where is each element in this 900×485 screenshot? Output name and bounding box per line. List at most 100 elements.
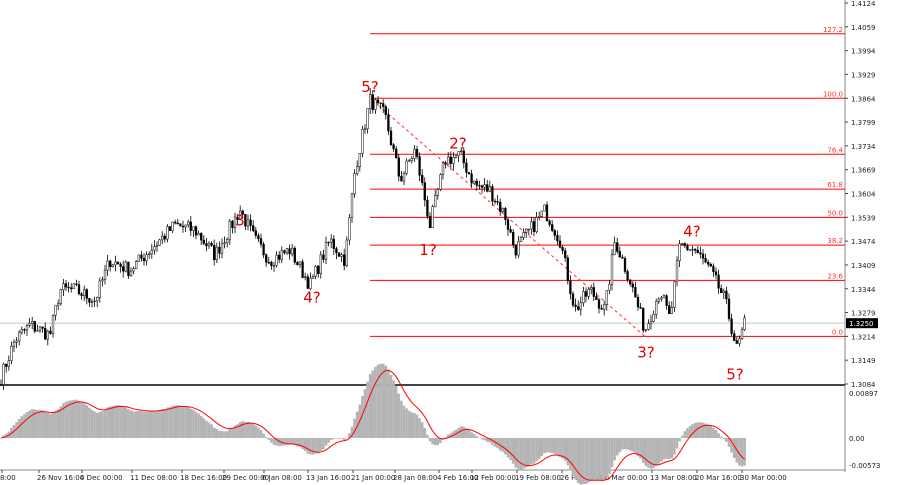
candle-body (363, 128, 367, 130)
candle-body (535, 217, 538, 232)
candle-body (389, 130, 393, 145)
candle-body (166, 226, 169, 240)
candle-body (400, 175, 403, 182)
candle-body (488, 186, 491, 192)
candle-body (634, 286, 637, 298)
candle-body (678, 243, 681, 262)
candle-body (551, 224, 554, 231)
candle-body (436, 189, 439, 196)
candle-body (730, 318, 733, 334)
candle-body (421, 175, 424, 183)
candle-body (241, 210, 244, 215)
candle-body (189, 221, 192, 231)
candle-body (330, 238, 333, 243)
candle-body (59, 289, 62, 304)
candle-body (337, 252, 341, 257)
candle-body (577, 306, 580, 310)
y-tick-label: 1.4059 (851, 24, 876, 32)
fib-level-label: 38.2 (827, 237, 843, 245)
candle-body (51, 314, 55, 334)
candle-body (44, 328, 47, 340)
candle-body (192, 226, 195, 231)
x-tick-label: 13 Mar 08:00 (650, 474, 697, 482)
candle-body (379, 102, 382, 104)
candle-body (317, 266, 320, 274)
fib-level-label: 50.0 (827, 209, 843, 217)
x-tick-label: 20 Mar 16:00 (695, 474, 742, 482)
candle-body (298, 261, 302, 266)
candle-body (686, 245, 689, 250)
y-tick-label: 1.3084 (851, 381, 876, 389)
candle-body (356, 166, 359, 174)
candle-body (655, 301, 658, 315)
candle-body (254, 230, 257, 236)
candle-body (707, 261, 710, 265)
candle-body (371, 94, 374, 110)
candle-body (163, 235, 166, 240)
candle-body (569, 280, 572, 295)
candle-body (369, 94, 372, 109)
candle-body (441, 162, 445, 175)
candle-body (70, 287, 73, 289)
candle-body (280, 250, 283, 260)
candle-body (213, 245, 216, 260)
x-tick-label: 12 Feb 00:00 (470, 474, 516, 482)
candle-body (119, 263, 122, 267)
candle-body (413, 149, 416, 159)
candle-body (600, 308, 603, 310)
x-tick-label: 21 Jan 00:00 (351, 474, 395, 482)
candle-body (566, 257, 569, 282)
candle-body (259, 238, 263, 245)
y-tick-label: 1.3409 (851, 262, 876, 270)
candle-body (10, 346, 13, 362)
candle-body (548, 220, 551, 225)
candle-body (514, 244, 517, 256)
candle-body (25, 325, 29, 331)
candle-body (647, 323, 650, 330)
candle-body (668, 305, 671, 314)
candle-body (288, 248, 291, 255)
wave-label: 5? (726, 365, 744, 383)
y-tick-label: 1.4124 (851, 0, 876, 8)
candle-body (278, 254, 281, 260)
candle-body (454, 155, 458, 158)
osc-tick-label: 0.00897 (849, 390, 878, 398)
y-tick-label: 1.3279 (851, 310, 876, 318)
x-tick-label: 4 Feb 16:00 (437, 474, 478, 482)
candle-body (603, 304, 606, 310)
fib-level-label: 127.2 (823, 26, 843, 34)
candle-body (150, 249, 153, 255)
candle-body (46, 330, 49, 340)
wave-label: 4? (303, 289, 321, 307)
candle-body (109, 260, 112, 267)
fib-level-label: 0.0 (832, 328, 843, 336)
candle-body (597, 299, 601, 309)
candle-body (137, 254, 140, 262)
candle-body (720, 287, 723, 293)
candle-body (244, 213, 247, 227)
x-tick-label: 28 Jan 08:00 (393, 474, 437, 482)
candle-body (153, 246, 156, 251)
candle-body (106, 260, 109, 271)
candle-body (168, 226, 172, 231)
candle-body (397, 157, 400, 177)
candle-body (558, 240, 562, 248)
candle-body (540, 210, 543, 217)
candle-body (83, 289, 86, 296)
candle-body (527, 228, 530, 231)
x-tick-label: 6 Jan 08:00 (262, 474, 302, 482)
candle-body (639, 306, 642, 309)
candle-body (28, 323, 31, 326)
candle-body (582, 291, 585, 304)
candle-body (618, 251, 621, 258)
candle-body (340, 254, 343, 257)
candle-body (257, 235, 260, 239)
candle-body (717, 274, 720, 289)
candle-body (522, 232, 525, 238)
fib-level-label: 76.4 (827, 146, 843, 154)
candle-body (532, 221, 536, 232)
candle-body (610, 254, 614, 285)
y-tick-label: 1.3214 (851, 333, 876, 341)
candle-body (75, 283, 78, 285)
